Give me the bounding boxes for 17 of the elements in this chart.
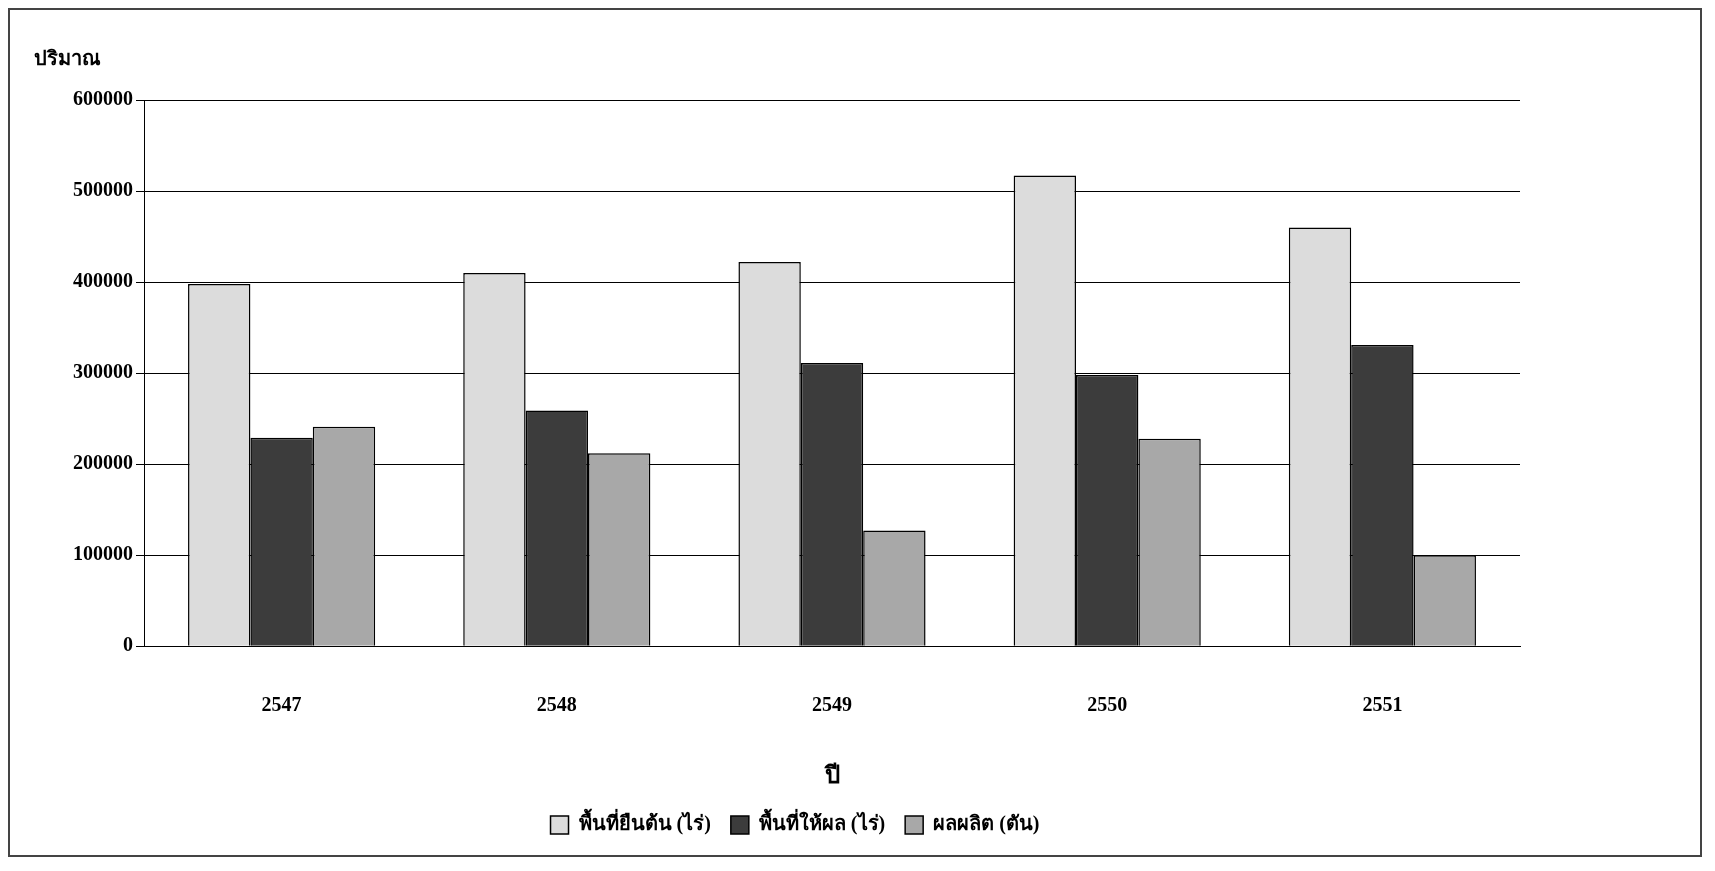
legend-label: พื้นที่ให้ผล (ไร่) xyxy=(758,808,886,836)
y-axis-title: ปริมาณ xyxy=(34,47,101,70)
x-axis-title: ปี xyxy=(823,761,840,788)
y-tick-label: 100000 xyxy=(73,542,133,565)
y-tick-label: 600000 xyxy=(73,87,133,110)
legend-label: ผลผลิต (ตัน) xyxy=(933,812,1040,836)
y-tick-label: 500000 xyxy=(73,178,133,201)
y-tick-label: 400000 xyxy=(73,269,133,292)
x-tick-label: 2547 xyxy=(261,693,302,716)
y-tick-label: 300000 xyxy=(73,360,133,383)
x-tick-label: 2550 xyxy=(1087,693,1128,716)
x-tick-label: 2551 xyxy=(1362,693,1403,716)
legend-label: พื้นที่ยืนต้น (ไร่) xyxy=(578,808,711,836)
y-tick-label: 0 xyxy=(123,633,133,656)
x-tick-label: 2549 xyxy=(812,693,852,716)
y-tick-label: 200000 xyxy=(73,451,133,474)
x-tick-label: 2548 xyxy=(536,693,577,716)
